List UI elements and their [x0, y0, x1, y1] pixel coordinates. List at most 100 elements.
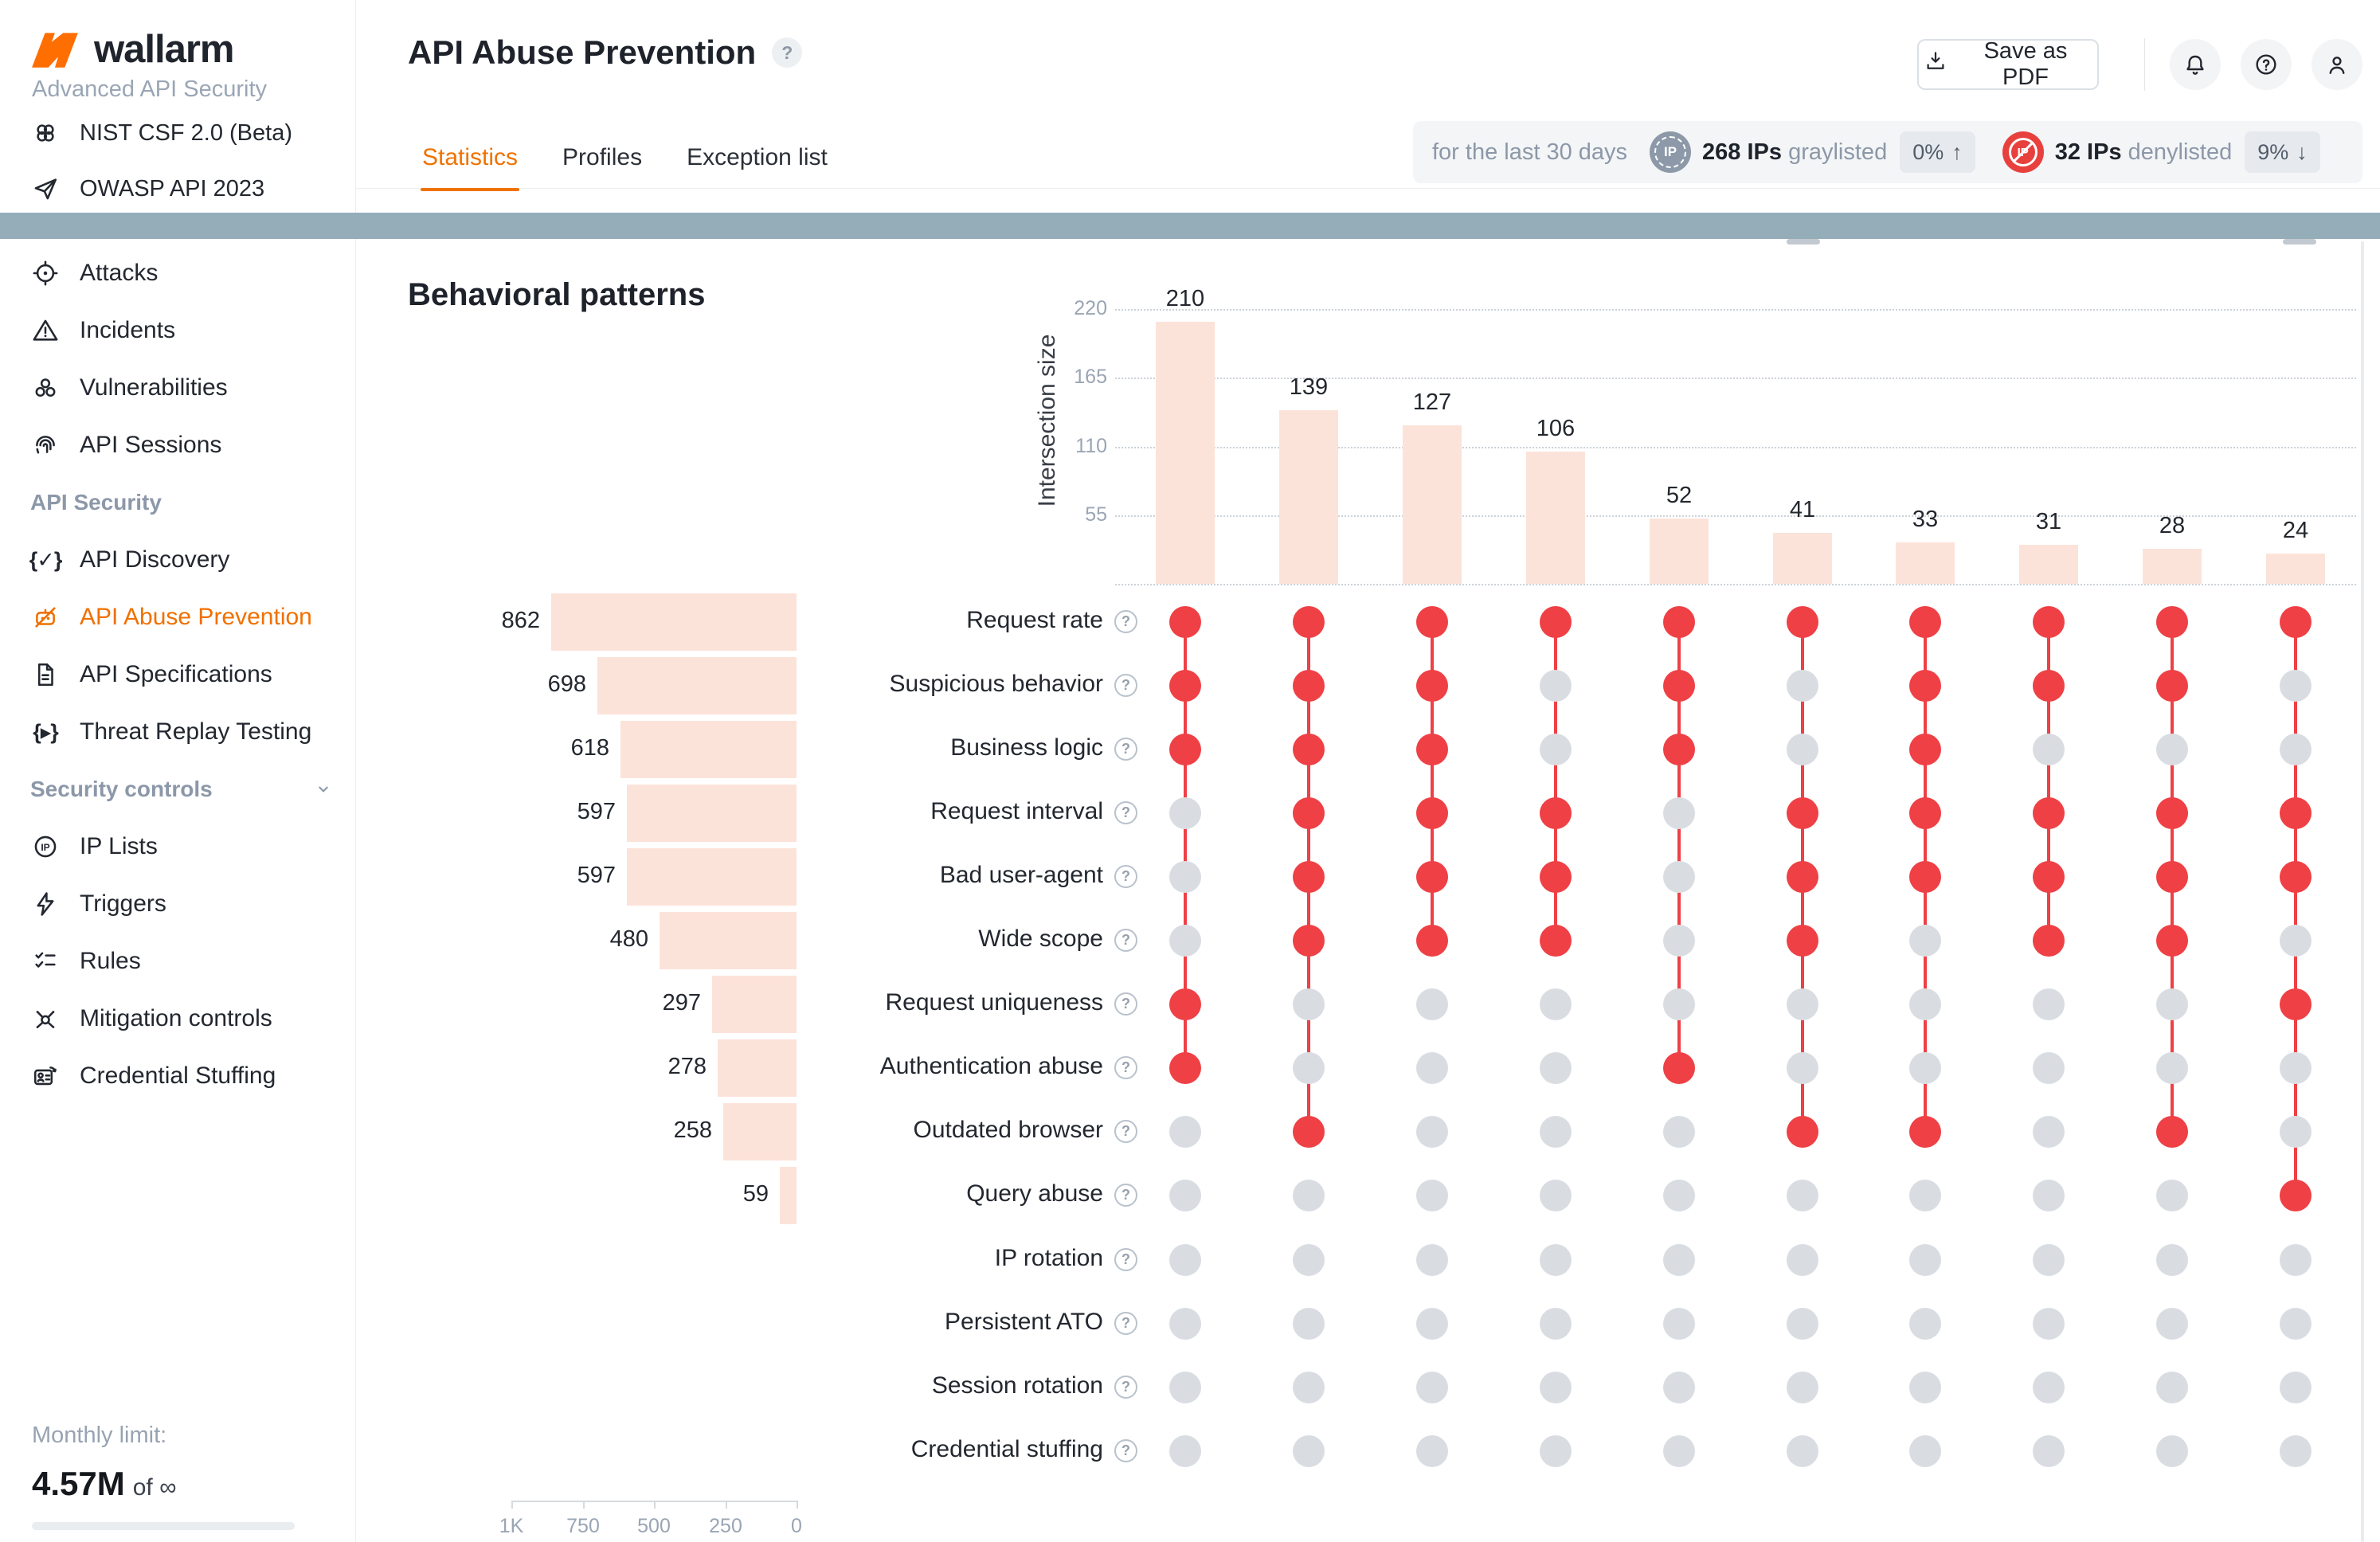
- matrix-dot[interactable]: [1663, 1435, 1695, 1467]
- matrix-dot[interactable]: [1663, 1052, 1695, 1084]
- matrix-dot[interactable]: [1663, 670, 1695, 702]
- matrix-dot[interactable]: [1909, 670, 1941, 702]
- category-help-icon[interactable]: ?: [1114, 674, 1137, 697]
- matrix-dot[interactable]: [1540, 925, 1572, 957]
- tab-exception-list[interactable]: Exception list: [687, 144, 828, 170]
- matrix-dot[interactable]: [1663, 1180, 1695, 1211]
- matrix-dot[interactable]: [1540, 1372, 1572, 1403]
- matrix-dot[interactable]: [2156, 925, 2188, 957]
- matrix-dot[interactable]: [2280, 988, 2311, 1020]
- matrix-dot[interactable]: [1909, 1180, 1941, 1211]
- sidebar-item-credential-stuffing[interactable]: Credential Stuffing: [0, 1047, 355, 1105]
- matrix-dot[interactable]: [1540, 861, 1572, 893]
- matrix-dot[interactable]: [2033, 1052, 2065, 1084]
- sidebar-item-ip-lists[interactable]: IP IP Lists: [0, 818, 355, 875]
- matrix-dot[interactable]: [1293, 925, 1325, 957]
- matrix-dot[interactable]: [1663, 1372, 1695, 1403]
- matrix-dot[interactable]: [1169, 861, 1201, 893]
- matrix-dot[interactable]: [1293, 1372, 1325, 1403]
- matrix-dot[interactable]: [1909, 861, 1941, 893]
- matrix-dot[interactable]: [1540, 670, 1572, 702]
- matrix-dot[interactable]: [1416, 670, 1448, 702]
- matrix-dot[interactable]: [1169, 1308, 1201, 1340]
- matrix-dot[interactable]: [2033, 1372, 2065, 1403]
- set-bar[interactable]: [780, 1167, 797, 1224]
- matrix-dot[interactable]: [1169, 1435, 1201, 1467]
- matrix-dot[interactable]: [1663, 606, 1695, 638]
- matrix-dot[interactable]: [1169, 734, 1201, 765]
- matrix-dot[interactable]: [1416, 925, 1448, 957]
- matrix-dot[interactable]: [2156, 1244, 2188, 1276]
- matrix-dot[interactable]: [2033, 1180, 2065, 1211]
- matrix-dot[interactable]: [1787, 1308, 1818, 1340]
- matrix-dot[interactable]: [1787, 1435, 1818, 1467]
- matrix-dot[interactable]: [2156, 1308, 2188, 1340]
- set-bar[interactable]: [627, 848, 797, 906]
- matrix-dot[interactable]: [1293, 797, 1325, 829]
- help-button[interactable]: [2241, 39, 2292, 90]
- matrix-dot[interactable]: [1540, 1180, 1572, 1211]
- matrix-dot[interactable]: [1416, 861, 1448, 893]
- category-help-icon[interactable]: ?: [1114, 738, 1137, 761]
- matrix-dot[interactable]: [1663, 988, 1695, 1020]
- matrix-dot[interactable]: [2033, 1244, 2065, 1276]
- matrix-dot[interactable]: [1293, 606, 1325, 638]
- matrix-dot[interactable]: [1540, 734, 1572, 765]
- matrix-dot[interactable]: [1540, 606, 1572, 638]
- set-bar[interactable]: [712, 976, 797, 1033]
- matrix-dot[interactable]: [2156, 606, 2188, 638]
- category-help-icon[interactable]: ?: [1114, 610, 1137, 633]
- category-help-icon[interactable]: ?: [1114, 1056, 1137, 1079]
- matrix-dot[interactable]: [1787, 670, 1818, 702]
- matrix-dot[interactable]: [1787, 1244, 1818, 1276]
- sidebar-item-api-discovery[interactable]: {✓} API Discovery: [0, 531, 355, 589]
- matrix-dot[interactable]: [2033, 734, 2065, 765]
- intersection-bar[interactable]: [1650, 519, 1709, 584]
- matrix-dot[interactable]: [1663, 861, 1695, 893]
- intersection-bar[interactable]: [2266, 554, 2325, 584]
- sidebar-link-nist-csf-2-0-beta[interactable]: NIST CSF 2.0 (Beta): [0, 105, 355, 161]
- matrix-dot[interactable]: [1663, 797, 1695, 829]
- matrix-dot[interactable]: [2156, 734, 2188, 765]
- matrix-dot[interactable]: [2033, 797, 2065, 829]
- set-bar[interactable]: [627, 785, 797, 842]
- matrix-dot[interactable]: [1169, 1180, 1201, 1211]
- matrix-dot[interactable]: [1169, 670, 1201, 702]
- category-help-icon[interactable]: ?: [1114, 865, 1137, 888]
- intersection-bar[interactable]: [2143, 549, 2202, 584]
- intersection-bar[interactable]: [1896, 542, 1955, 584]
- sidebar-item-api-abuse-prevention[interactable]: API Abuse Prevention: [0, 589, 355, 646]
- matrix-dot[interactable]: [1293, 734, 1325, 765]
- category-help-icon[interactable]: ?: [1114, 1376, 1137, 1399]
- matrix-dot[interactable]: [1787, 606, 1818, 638]
- matrix-dot[interactable]: [1416, 1435, 1448, 1467]
- tab-statistics[interactable]: Statistics: [420, 144, 520, 191]
- matrix-dot[interactable]: [1909, 606, 1941, 638]
- chevron-down-icon[interactable]: [312, 778, 335, 800]
- matrix-dot[interactable]: [2156, 988, 2188, 1020]
- matrix-dot[interactable]: [2156, 1116, 2188, 1148]
- matrix-dot[interactable]: [1416, 1116, 1448, 1148]
- matrix-dot[interactable]: [1416, 797, 1448, 829]
- matrix-dot[interactable]: [1663, 1116, 1695, 1148]
- sidebar-item-api-specifications[interactable]: API Specifications: [0, 646, 355, 703]
- matrix-dot[interactable]: [2033, 670, 2065, 702]
- matrix-dot[interactable]: [1540, 797, 1572, 829]
- matrix-dot[interactable]: [1787, 988, 1818, 1020]
- matrix-dot[interactable]: [2156, 797, 2188, 829]
- vertical-scrollbar[interactable]: [2361, 241, 2364, 1542]
- sidebar-link-owasp-api-2023[interactable]: OWASP API 2023: [0, 161, 355, 217]
- matrix-dot[interactable]: [1293, 1180, 1325, 1211]
- matrix-dot[interactable]: [1293, 988, 1325, 1020]
- matrix-dot[interactable]: [1540, 1116, 1572, 1148]
- category-help-icon[interactable]: ?: [1114, 992, 1137, 1016]
- matrix-dot[interactable]: [2033, 988, 2065, 1020]
- matrix-dot[interactable]: [1909, 1308, 1941, 1340]
- matrix-dot[interactable]: [1169, 606, 1201, 638]
- matrix-dot[interactable]: [1787, 1180, 1818, 1211]
- matrix-dot[interactable]: [2156, 861, 2188, 893]
- page-title-help-icon[interactable]: ?: [772, 37, 803, 68]
- matrix-dot[interactable]: [1909, 797, 1941, 829]
- matrix-dot[interactable]: [2156, 1180, 2188, 1211]
- matrix-dot[interactable]: [1663, 1244, 1695, 1276]
